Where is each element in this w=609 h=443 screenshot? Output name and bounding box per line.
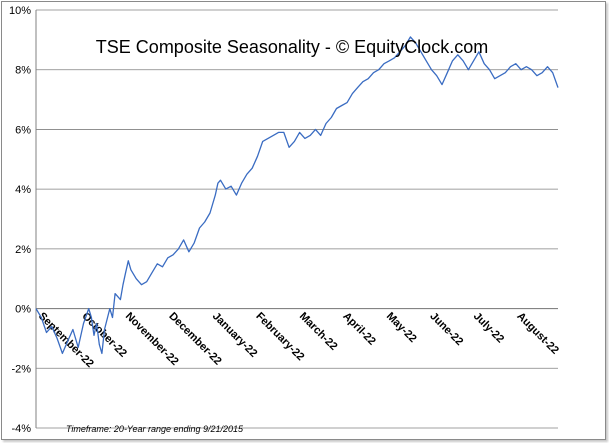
y-tick-label: 8% — [15, 65, 31, 77]
y-tick-label: 0% — [15, 304, 31, 316]
y-tick-label: -4% — [11, 423, 31, 435]
x-tick-label: June-22 — [427, 310, 465, 348]
x-tick-label: March-22 — [297, 310, 340, 353]
y-tick-label: -2% — [11, 363, 31, 375]
y-tick-label: 4% — [15, 184, 31, 196]
y-tick-label: 10% — [9, 5, 31, 17]
x-tick-label: July-22 — [471, 310, 506, 345]
y-tick-label: 2% — [15, 244, 31, 256]
x-tick-label: May-22 — [384, 310, 419, 345]
series-line — [35, 36, 559, 355]
x-tick-label: August-22 — [514, 310, 561, 357]
y-tick-label: 6% — [15, 124, 31, 136]
x-tick-label: April-22 — [340, 310, 377, 347]
chart-title: TSE Composite Seasonality - © EquityCloc… — [96, 37, 488, 57]
chart-footnote: Timeframe: 20-Year range ending 9/21/201… — [66, 424, 244, 434]
